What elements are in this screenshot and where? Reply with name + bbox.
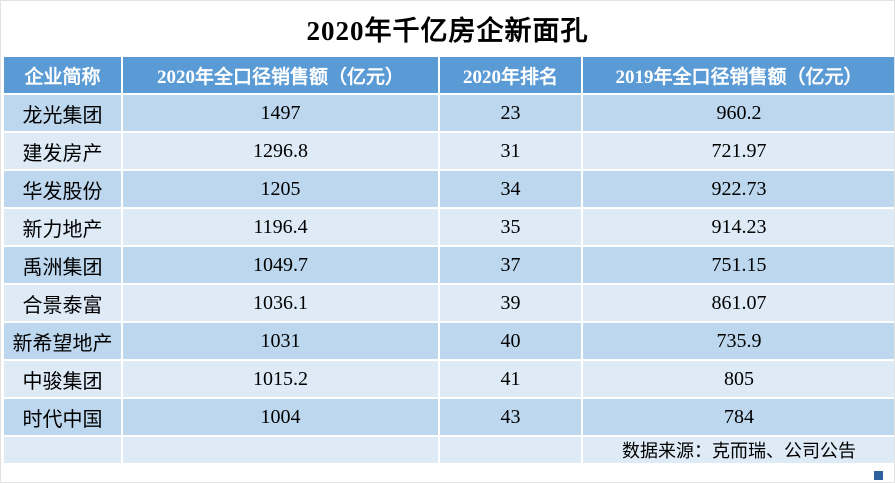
cell-company: 新力地产 — [2, 207, 123, 247]
cell-company: 中骏集团 — [2, 359, 123, 399]
cell-company: 时代中国 — [2, 397, 123, 437]
table-row: 时代中国 1004 43 784 — [2, 397, 894, 437]
cell-company: 建发房产 — [2, 131, 123, 171]
corner-marker-square — [874, 471, 883, 480]
cell-sales-2020: 1031 — [121, 321, 440, 361]
cell-sales-2019: 922.73 — [581, 169, 894, 209]
cell-rank-2020: 35 — [438, 207, 583, 247]
cell-sales-2020: 1049.7 — [121, 245, 440, 285]
cell-sales-2019: 914.23 — [581, 207, 894, 247]
col-header-company: 企业简称 — [2, 55, 123, 95]
table-body: 龙光集团 1497 23 960.2 建发房产 1296.8 31 721.97… — [2, 93, 894, 465]
cell-sales-2019: 861.07 — [581, 283, 894, 323]
cell-company: 新希望地产 — [2, 321, 123, 361]
table-row: 合景泰富 1036.1 39 861.07 — [2, 283, 894, 323]
col-header-sales-2020: 2020年全口径销售额（亿元） — [121, 55, 440, 95]
cell-sales-2019: 784 — [581, 397, 894, 437]
cell-sales-2020: 1196.4 — [121, 207, 440, 247]
cell-sales-2020: 1296.8 — [121, 131, 440, 171]
source-cell-empty — [438, 435, 583, 465]
table-row: 龙光集团 1497 23 960.2 — [2, 93, 894, 133]
col-header-rank-2020: 2020年排名 — [438, 55, 583, 95]
data-table: 企业简称 2020年全口径销售额（亿元） 2020年排名 2019年全口径销售额… — [2, 55, 894, 465]
cell-rank-2020: 39 — [438, 283, 583, 323]
table-row: 中骏集团 1015.2 41 805 — [2, 359, 894, 399]
table-row: 建发房产 1296.8 31 721.97 — [2, 131, 894, 171]
source-cell-empty — [2, 435, 123, 465]
cell-rank-2020: 23 — [438, 93, 583, 133]
data-source-text: 数据来源：克而瑞、公司公告 — [581, 435, 894, 465]
cell-sales-2020: 1015.2 — [121, 359, 440, 399]
cell-sales-2020: 1004 — [121, 397, 440, 437]
cell-sales-2019: 751.15 — [581, 245, 894, 285]
source-cell-empty — [121, 435, 440, 465]
table-header: 企业简称 2020年全口径销售额（亿元） 2020年排名 2019年全口径销售额… — [2, 55, 894, 95]
table-row: 新希望地产 1031 40 735.9 — [2, 321, 894, 361]
cell-rank-2020: 34 — [438, 169, 583, 209]
header-row: 企业简称 2020年全口径销售额（亿元） 2020年排名 2019年全口径销售额… — [2, 55, 894, 95]
cell-sales-2020: 1205 — [121, 169, 440, 209]
source-row: 数据来源：克而瑞、公司公告 — [2, 435, 894, 465]
cell-rank-2020: 40 — [438, 321, 583, 361]
cell-company: 禹洲集团 — [2, 245, 123, 285]
cell-sales-2020: 1036.1 — [121, 283, 440, 323]
cell-company: 合景泰富 — [2, 283, 123, 323]
cell-sales-2019: 721.97 — [581, 131, 894, 171]
cell-sales-2019: 735.9 — [581, 321, 894, 361]
cell-sales-2020: 1497 — [121, 93, 440, 133]
col-header-sales-2019: 2019年全口径销售额（亿元） — [581, 55, 894, 95]
cell-rank-2020: 41 — [438, 359, 583, 399]
cell-rank-2020: 43 — [438, 397, 583, 437]
cell-sales-2019: 805 — [581, 359, 894, 399]
table-row: 新力地产 1196.4 35 914.23 — [2, 207, 894, 247]
cell-company: 龙光集团 — [2, 93, 123, 133]
table-row: 禹洲集团 1049.7 37 751.15 — [2, 245, 894, 285]
table-row: 华发股份 1205 34 922.73 — [2, 169, 894, 209]
page-title: 2020年千亿房企新面孔 — [306, 15, 589, 46]
cell-sales-2019: 960.2 — [581, 93, 894, 133]
cell-rank-2020: 37 — [438, 245, 583, 285]
cell-company: 华发股份 — [2, 169, 123, 209]
cell-rank-2020: 31 — [438, 131, 583, 171]
